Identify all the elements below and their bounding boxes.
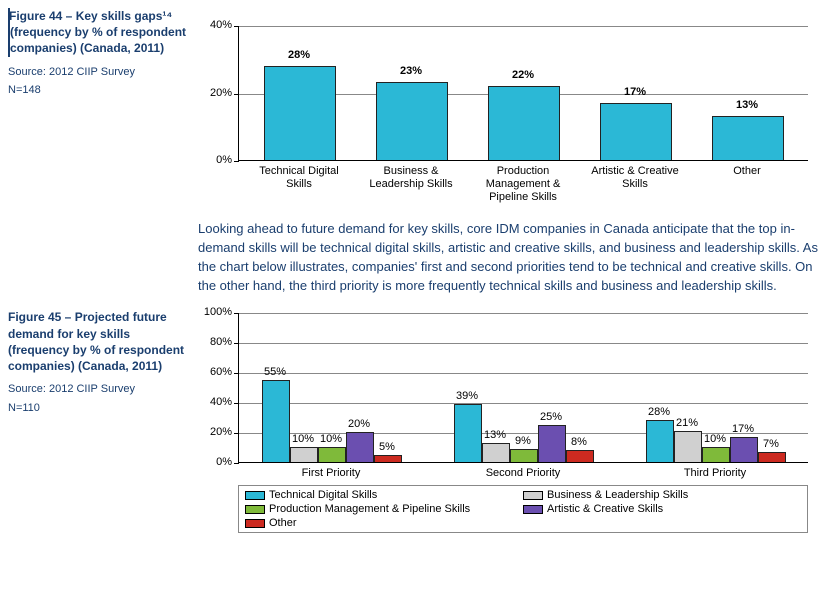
fig44-chart: 0% 20% 40% 28% Technical Digital Skills 23% Bu… xyxy=(198,8,819,208)
legend-swatch xyxy=(245,519,265,528)
y-axis-label: 20% xyxy=(198,426,232,438)
y-tick xyxy=(234,403,239,404)
bar xyxy=(730,437,758,463)
bar xyxy=(702,447,730,462)
bar xyxy=(376,82,448,160)
fig45-sidebar: Figure 45 – Projected future demand for … xyxy=(8,309,188,549)
bar xyxy=(262,380,290,463)
bar xyxy=(510,449,538,463)
bar-value-label: 21% xyxy=(676,417,698,429)
body-paragraph: Looking ahead to future demand for key s… xyxy=(198,220,819,295)
category-label: Production Management & Pipeline Skills xyxy=(470,165,576,205)
bar-value-label: 8% xyxy=(571,436,587,448)
category-label: Artistic & Creative Skills xyxy=(582,165,688,191)
y-tick xyxy=(234,343,239,344)
y-axis-label: 40% xyxy=(198,19,232,31)
bar-value-label: 28% xyxy=(288,49,310,61)
legend-item: Other xyxy=(245,516,523,530)
bar xyxy=(290,447,318,462)
bar-value-label: 55% xyxy=(264,366,286,378)
bar-value-label: 9% xyxy=(515,435,531,447)
bar xyxy=(538,425,566,463)
gridline xyxy=(239,343,808,344)
legend-label: Production Management & Pipeline Skills xyxy=(269,503,470,515)
y-tick xyxy=(234,161,239,162)
legend-label: Artistic & Creative Skills xyxy=(547,503,663,515)
bar-value-label: 13% xyxy=(484,429,506,441)
bar-value-label: 39% xyxy=(456,390,478,402)
bar xyxy=(264,66,336,161)
legend-label: Other xyxy=(269,517,297,529)
y-axis-label: 80% xyxy=(198,336,232,348)
fig45-legend: Technical Digital Skills Business & Leade… xyxy=(238,485,808,533)
y-axis-label: 40% xyxy=(198,396,232,408)
fig45-source: Source: 2012 CIIP Survey xyxy=(8,382,188,397)
legend-label: Business & Leadership Skills xyxy=(547,489,688,501)
bar-value-label: 10% xyxy=(320,433,342,445)
bar xyxy=(566,450,594,462)
bar-value-label: 13% xyxy=(736,99,758,111)
group-label: First Priority xyxy=(235,467,427,479)
y-tick xyxy=(234,313,239,314)
bar-value-label: 10% xyxy=(704,433,726,445)
fig45-title: Figure 45 – Projected future demand for … xyxy=(8,309,188,374)
legend-label: Technical Digital Skills xyxy=(269,489,377,501)
y-tick xyxy=(234,463,239,464)
fig44-sidebar: Figure 44 – Key skills gaps¹⁴ (frequency… xyxy=(8,8,188,208)
gridline xyxy=(239,373,808,374)
bar-value-label: 28% xyxy=(648,406,670,418)
y-tick xyxy=(234,373,239,374)
bar xyxy=(646,420,674,462)
fig44-n: N=148 xyxy=(8,83,188,98)
y-tick xyxy=(234,94,239,95)
category-label: Technical Digital Skills xyxy=(246,165,352,191)
gridline xyxy=(239,403,808,404)
bar-value-label: 7% xyxy=(763,438,779,450)
bar-value-label: 17% xyxy=(732,423,754,435)
fig44-title: Figure 44 – Key skills gaps¹⁴ (frequency… xyxy=(8,8,188,57)
y-axis-label: 0% xyxy=(198,456,232,468)
y-axis-label: 0% xyxy=(198,154,232,166)
category-label: Other xyxy=(694,165,800,178)
bar-value-label: 22% xyxy=(512,69,534,81)
bar xyxy=(346,432,374,462)
bar xyxy=(712,116,784,160)
category-label: Business & Leadership Skills xyxy=(358,165,464,191)
legend-item: Technical Digital Skills xyxy=(245,488,523,502)
gridline xyxy=(239,313,808,314)
y-axis-label: 100% xyxy=(198,306,232,318)
legend-item: Business & Leadership Skills xyxy=(523,488,801,502)
legend-item: Production Management & Pipeline Skills xyxy=(245,502,523,516)
bar-value-label: 17% xyxy=(624,86,646,98)
bar-value-label: 20% xyxy=(348,418,370,430)
y-tick xyxy=(234,433,239,434)
bar xyxy=(758,452,786,463)
bar xyxy=(674,431,702,463)
bar xyxy=(600,103,672,160)
fig44-source: Source: 2012 CIIP Survey xyxy=(8,65,188,80)
y-axis-label: 60% xyxy=(198,366,232,378)
bar xyxy=(318,447,346,462)
legend-swatch xyxy=(523,505,543,514)
bar xyxy=(482,443,510,463)
bar-value-label: 5% xyxy=(379,441,395,453)
bar-value-label: 25% xyxy=(540,411,562,423)
legend-item: Artistic & Creative Skills xyxy=(523,502,801,516)
fig44-plot xyxy=(238,26,808,161)
fig45-n: N=110 xyxy=(8,401,188,416)
legend-swatch xyxy=(523,491,543,500)
group-label: Third Priority xyxy=(619,467,811,479)
legend-swatch xyxy=(245,491,265,500)
group-label: Second Priority xyxy=(427,467,619,479)
bar-value-label: 23% xyxy=(400,65,422,77)
bar-value-label: 10% xyxy=(292,433,314,445)
gridline xyxy=(239,26,808,27)
bar xyxy=(374,455,402,463)
y-tick xyxy=(234,26,239,27)
bar xyxy=(454,404,482,463)
legend-swatch xyxy=(245,505,265,514)
bar xyxy=(488,86,560,160)
y-axis-label: 20% xyxy=(198,87,232,99)
fig45-chart: Technical Digital Skills Business & Leade… xyxy=(198,309,819,549)
